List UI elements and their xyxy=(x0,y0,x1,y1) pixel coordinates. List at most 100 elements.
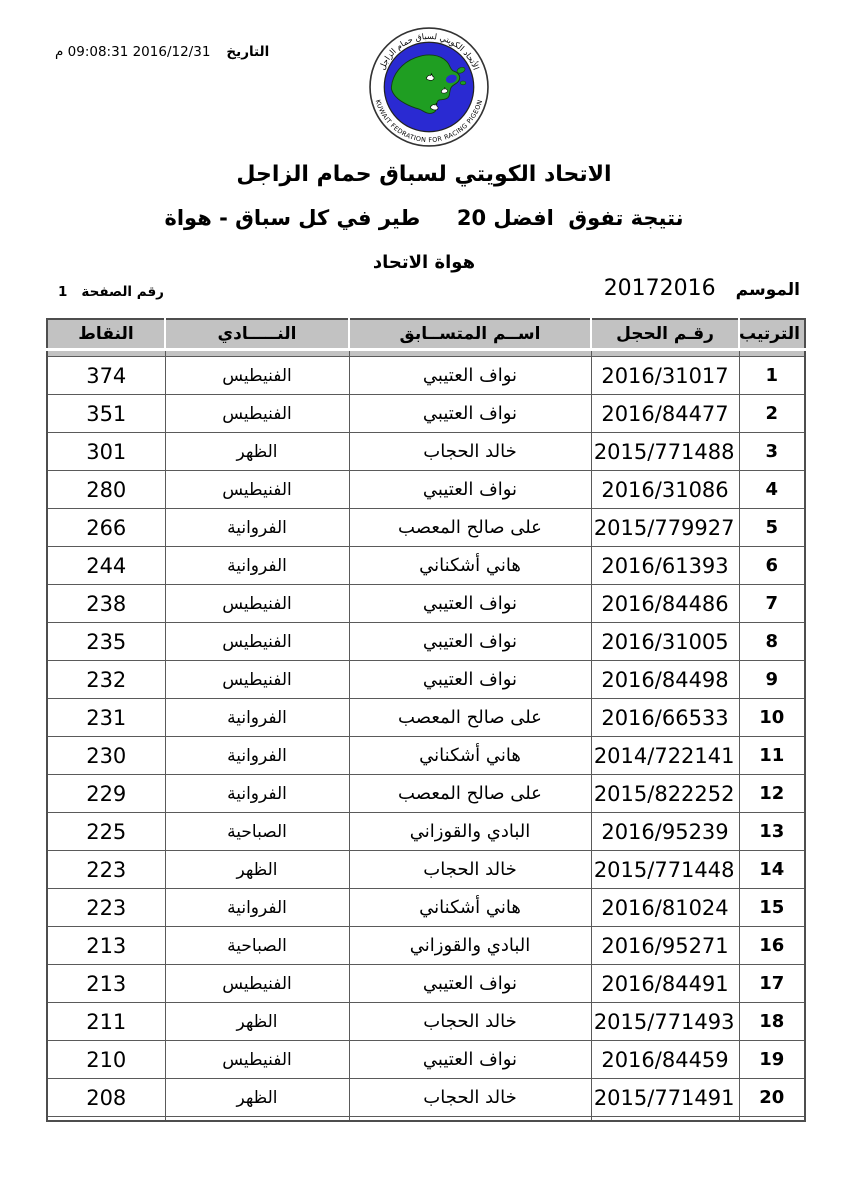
ring-number-cell: 2015/771493 xyxy=(590,1002,740,1041)
page-number-value: 1 xyxy=(58,284,68,300)
competitor-name-cell: على صالح المعصب xyxy=(348,508,592,547)
club-cell: الظهر xyxy=(164,432,350,471)
table-row: 9 2016/84498 نواف العتيبي الفنيطيس 232 xyxy=(46,660,806,699)
competitor-name-cell: نواف العتيبي xyxy=(348,622,592,661)
table-row: 2 2016/84477 نواف العتيبي الفنيطيس 351 xyxy=(46,394,806,433)
club-cell: الفروانية xyxy=(164,774,350,813)
kuwait-map xyxy=(390,54,461,114)
club-cell: الفنيطيس xyxy=(164,622,350,661)
ring-number-cell: 2014/722141 xyxy=(590,736,740,775)
federation-logo-badge: الأتحاد الكويتي لسباق حمام الزاجل KUWAIT… xyxy=(369,27,489,147)
ring-number-cell: 2016/84477 xyxy=(590,394,740,433)
rank-cell: 6 xyxy=(738,546,806,585)
table-row: 7 2016/84486 نواف العتيبي الفنيطيس 238 xyxy=(46,584,806,623)
competitor-name-cell: على صالح المعصب xyxy=(348,774,592,813)
points-cell: 210 xyxy=(46,1040,166,1079)
points-cell: 351 xyxy=(46,394,166,433)
ring-number-cell: 2016/31017 xyxy=(590,356,740,395)
ring-number-cell: 2015/771488 xyxy=(590,432,740,471)
club-cell: الفنيطيس xyxy=(164,660,350,699)
club-cell: الفروانية xyxy=(164,698,350,737)
rank-cell: 16 xyxy=(738,926,806,965)
club-cell: الفروانية xyxy=(164,736,350,775)
category-title: هواة الاتحاد xyxy=(372,252,476,273)
points-cell: 225 xyxy=(46,812,166,851)
table-row: 3 2015/771488 خالد الحجاب الظهر 301 xyxy=(46,432,806,471)
ring-number-cell: 2016/95271 xyxy=(590,926,740,965)
ring-number-cell: 2015/771448 xyxy=(590,850,740,889)
table-row: 19 2016/84459 نواف العتيبي الفنيطيس 210 xyxy=(46,1040,806,1079)
page-number-label: رقم الصفحة xyxy=(81,284,164,300)
table-row: 11 2014/722141 هاني أشكناني الفروانية 23… xyxy=(46,736,806,775)
ring-number-cell: 2016/84491 xyxy=(590,964,740,1003)
ring-number-cell: 2016/84486 xyxy=(590,584,740,623)
points-cell: 223 xyxy=(46,850,166,889)
points-cell: 374 xyxy=(46,356,166,395)
date-meridiem: م xyxy=(55,44,64,60)
points-cell: 301 xyxy=(46,432,166,471)
table-row: 6 2016/61393 هاني أشكناني الفروانية 244 xyxy=(46,546,806,585)
page-title: الاتحاد الكويتي لسباق حمام الزاجل xyxy=(236,162,612,187)
rank-cell: 2 xyxy=(738,394,806,433)
club-cell: الصباحية xyxy=(164,926,350,965)
rank-cell: 14 xyxy=(738,850,806,889)
rank-cell: 18 xyxy=(738,1002,806,1041)
ring-number-cell: 2015/779927 xyxy=(590,508,740,547)
col-header-club: النـــــادي xyxy=(164,318,350,351)
points-cell: 231 xyxy=(46,698,166,737)
rank-cell: 19 xyxy=(738,1040,806,1079)
competitor-name-cell: هاني أشكناني xyxy=(348,546,592,585)
competitor-name-cell: نواف العتيبي xyxy=(348,470,592,509)
island-south xyxy=(459,80,467,86)
competitor-name-cell: على صالح المعصب xyxy=(348,698,592,737)
table-row: 18 2015/771493 خالد الحجاب الظهر 211 xyxy=(46,1002,806,1041)
points-cell: 211 xyxy=(46,1002,166,1041)
col-header-name: اســم المتســابق xyxy=(348,318,592,351)
points-cell: 230 xyxy=(46,736,166,775)
season-line: الموسم 20172016 xyxy=(604,276,800,301)
col-header-rank: الترتيب xyxy=(738,318,806,351)
col-header-ring: رقـم الحجل xyxy=(590,318,740,351)
rank-cell: 12 xyxy=(738,774,806,813)
rank-cell: 13 xyxy=(738,812,806,851)
club-cell: الظهر xyxy=(164,1078,350,1117)
date-label: التاريخ xyxy=(226,44,270,60)
competitor-name-cell: نواف العتيبي xyxy=(348,356,592,395)
page-number-line: رقم الصفحة 1 xyxy=(58,284,164,300)
rank-cell: 10 xyxy=(738,698,806,737)
rank-cell: 9 xyxy=(738,660,806,699)
points-cell: 223 xyxy=(46,888,166,927)
table-row: 8 2016/31005 نواف العتيبي الفنيطيس 235 xyxy=(46,622,806,661)
season-label: الموسم xyxy=(735,280,800,300)
competitor-name-cell: البادي والقوزاني xyxy=(348,812,592,851)
points-cell: 208 xyxy=(46,1078,166,1117)
points-cell: 232 xyxy=(46,660,166,699)
club-cell: الصباحية xyxy=(164,812,350,851)
competitor-name-cell: نواف العتيبي xyxy=(348,660,592,699)
ring-number-cell: 2016/31005 xyxy=(590,622,740,661)
ring-number-cell: 2015/822252 xyxy=(590,774,740,813)
club-cell: الفروانية xyxy=(164,888,350,927)
points-cell: 229 xyxy=(46,774,166,813)
competitor-name-cell: هاني أشكناني xyxy=(348,736,592,775)
table-row: 4 2016/31086 نواف العتيبي الفنيطيس 280 xyxy=(46,470,806,509)
club-cell: الفنيطيس xyxy=(164,470,350,509)
table-row: 15 2016/81024 هاني أشكناني الفروانية 223 xyxy=(46,888,806,927)
points-cell: 213 xyxy=(46,926,166,965)
competitor-name-cell: البادي والقوزاني xyxy=(348,926,592,965)
col-header-points: النقاط xyxy=(46,318,166,351)
points-cell: 266 xyxy=(46,508,166,547)
table-end-row xyxy=(46,1116,806,1122)
club-cell: الفنيطيس xyxy=(164,356,350,395)
competitor-name-cell: نواف العتيبي xyxy=(348,584,592,623)
results-table: الترتيب رقـم الحجل اســم المتســابق النـ… xyxy=(46,318,806,1122)
ring-number-cell: 2016/66533 xyxy=(590,698,740,737)
club-cell: الفنيطيس xyxy=(164,964,350,1003)
points-cell: 244 xyxy=(46,546,166,585)
rank-cell: 1 xyxy=(738,356,806,395)
ring-number-cell: 2016/81024 xyxy=(590,888,740,927)
rank-cell: 20 xyxy=(738,1078,806,1117)
ring-number-cell: 2016/84498 xyxy=(590,660,740,699)
competitor-name-cell: هاني أشكناني xyxy=(348,888,592,927)
